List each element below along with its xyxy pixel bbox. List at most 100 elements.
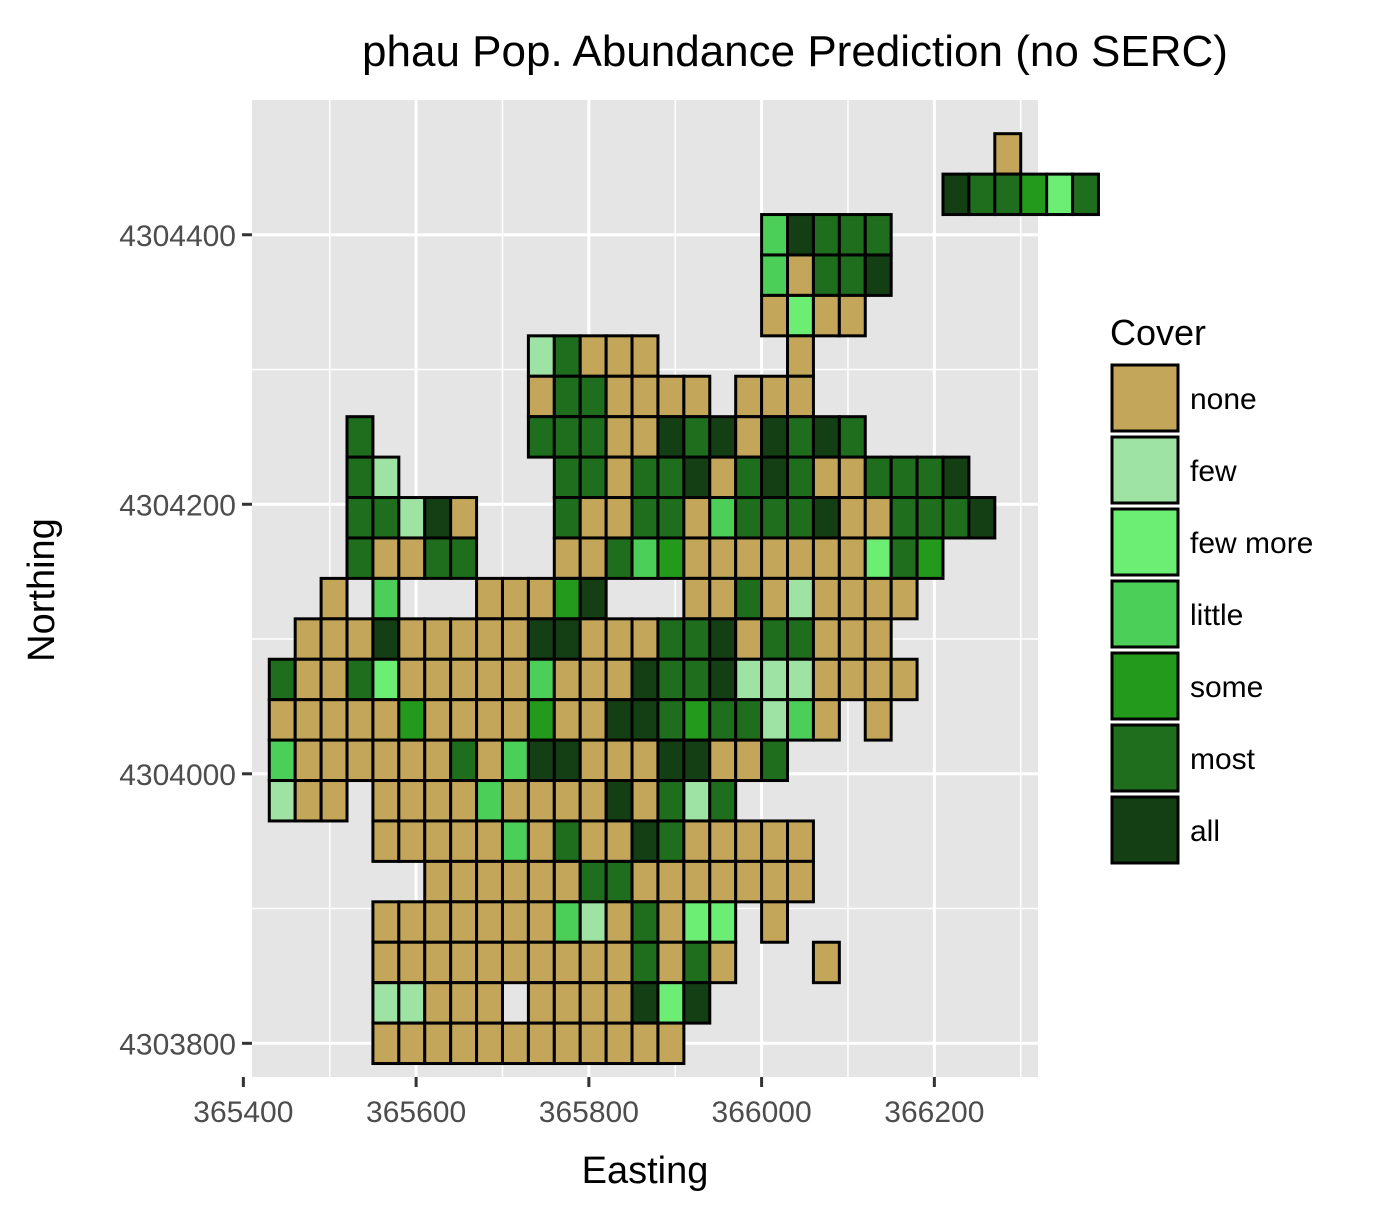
- cell-none: [578, 940, 608, 985]
- cell-none: [630, 334, 660, 378]
- cell-most: [552, 334, 582, 378]
- cell-none: [526, 819, 556, 863]
- y-tick-label: 4304000: [119, 759, 236, 792]
- cell-most: [708, 698, 738, 742]
- cell-none: [293, 738, 323, 783]
- cell-most: [734, 496, 764, 540]
- cell-none: [734, 617, 764, 661]
- cell-none: [786, 536, 815, 580]
- cell-none: [786, 374, 815, 419]
- cell-all: [578, 576, 608, 621]
- cell-none: [604, 657, 634, 702]
- cell-none: [345, 617, 375, 661]
- cell-none: [552, 940, 582, 985]
- cell-layer: [267, 132, 1100, 1066]
- cell-most: [811, 213, 841, 257]
- cell-most: [578, 859, 608, 904]
- cell-none: [604, 981, 634, 1025]
- cell-few: [371, 981, 401, 1025]
- cell-none: [837, 293, 867, 338]
- cell-none: [578, 779, 608, 823]
- cell-none: [449, 496, 479, 540]
- cell-most: [889, 536, 919, 580]
- cell-all: [708, 657, 738, 702]
- cell-none: [708, 536, 738, 580]
- cell-none: [604, 496, 634, 540]
- cell-none: [682, 374, 712, 419]
- cell-few: [760, 657, 790, 702]
- cell-most: [656, 698, 686, 742]
- x-tick-label: 365600: [366, 1096, 466, 1129]
- cell-few: [526, 334, 556, 378]
- cell-none: [526, 900, 556, 944]
- cell-none: [552, 1021, 582, 1066]
- cell-none: [604, 617, 634, 661]
- cell-most: [345, 496, 375, 540]
- cell-all: [604, 779, 634, 823]
- cell-some: [915, 536, 945, 580]
- cell-few-more: [786, 293, 815, 338]
- cell-none: [863, 496, 893, 540]
- cell-some: [682, 698, 712, 742]
- cell-none: [552, 536, 582, 580]
- cell-most: [993, 172, 1023, 217]
- cell-most: [552, 496, 582, 540]
- cell-none: [526, 859, 556, 904]
- cell-none: [863, 617, 893, 661]
- cell-none: [578, 657, 608, 702]
- cell-none: [760, 576, 790, 621]
- cell-none: [760, 293, 790, 338]
- cell-none: [526, 779, 556, 823]
- cell-none: [630, 617, 660, 661]
- legend-key-none: [1110, 363, 1180, 433]
- cell-most: [708, 779, 738, 823]
- cell-little: [500, 819, 530, 863]
- cell-all: [656, 415, 686, 459]
- cell-little: [475, 779, 504, 823]
- cell-few: [267, 779, 297, 823]
- cell-none: [682, 536, 712, 580]
- cell-most: [811, 253, 841, 297]
- cell-little: [786, 698, 815, 742]
- cell-none: [786, 819, 815, 863]
- legend-label: few: [1190, 455, 1237, 488]
- cell-none: [889, 657, 919, 702]
- cell-none: [449, 779, 479, 823]
- cell-all: [863, 253, 893, 297]
- cell-most: [552, 374, 582, 419]
- cell-none: [371, 819, 401, 863]
- cell-most: [345, 536, 375, 580]
- cell-none: [656, 859, 686, 904]
- cell-most: [656, 779, 686, 823]
- cell-none: [837, 455, 867, 500]
- cell-little: [760, 213, 790, 257]
- cell-none: [319, 657, 349, 702]
- cell-none: [734, 374, 764, 419]
- cell-none: [475, 617, 504, 661]
- cell-none: [760, 900, 790, 944]
- cell-none: [449, 657, 479, 702]
- cell-none: [786, 334, 815, 378]
- cell-none: [682, 859, 712, 904]
- cell-most: [656, 617, 686, 661]
- cell-none: [604, 374, 634, 419]
- cell-none: [578, 536, 608, 580]
- cell-most: [941, 496, 971, 540]
- cell-none: [837, 536, 867, 580]
- cell-none: [578, 334, 608, 378]
- cell-none: [656, 940, 686, 985]
- cell-none: [423, 698, 453, 742]
- cell-all: [630, 819, 660, 863]
- cell-none: [397, 617, 427, 661]
- legend-key-some: [1110, 651, 1180, 721]
- cell-few-more: [371, 657, 401, 702]
- cell-all: [423, 496, 453, 540]
- cell-none: [656, 900, 686, 944]
- cell-some: [526, 698, 556, 742]
- cell-none: [423, 779, 453, 823]
- cell-none: [811, 293, 841, 338]
- cell-none: [449, 819, 479, 863]
- cell-none: [423, 657, 453, 702]
- cell-none: [345, 738, 375, 783]
- cell-most: [630, 940, 660, 985]
